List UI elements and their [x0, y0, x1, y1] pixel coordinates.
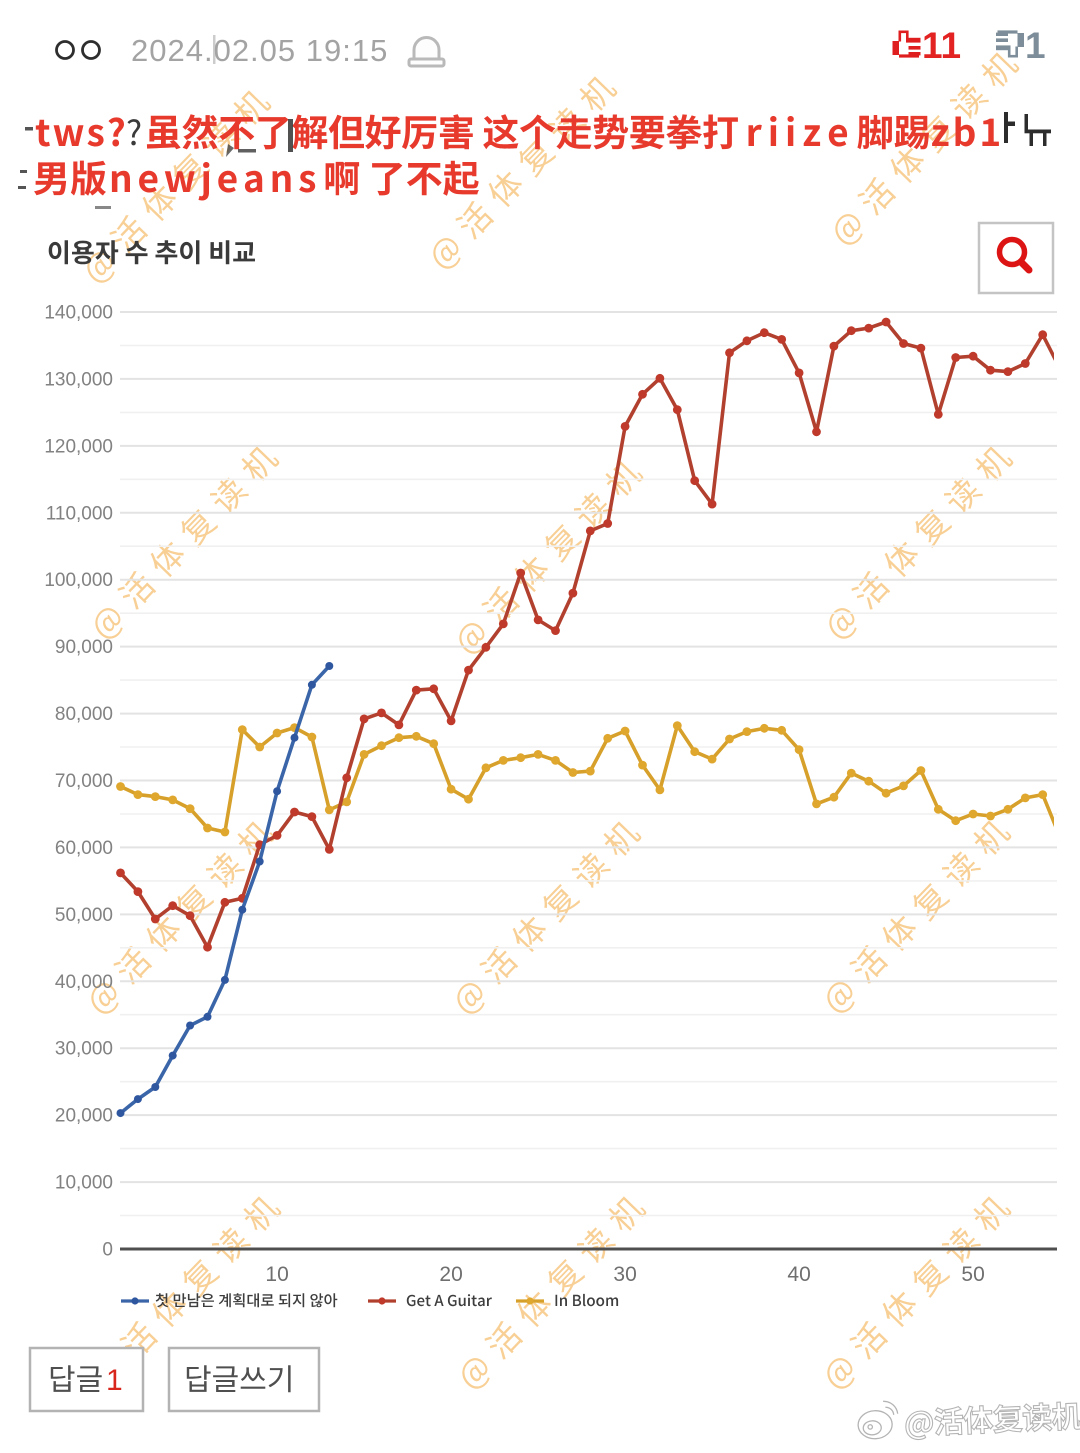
svg-text:130,000: 130,000 — [44, 369, 113, 390]
svg-text:10,000: 10,000 — [55, 1173, 113, 1194]
svg-text:20: 20 — [439, 1263, 462, 1286]
svg-text:11: 11 — [922, 25, 961, 66]
svg-text:80,000: 80,000 — [55, 704, 113, 725]
svg-text:110,000: 110,000 — [46, 503, 113, 524]
svg-text:100,000: 100,000 — [44, 570, 113, 591]
svg-text:30,000: 30,000 — [55, 1039, 113, 1060]
svg-text:120,000: 120,000 — [44, 436, 113, 457]
svg-text:0: 0 — [102, 1240, 113, 1261]
svg-text:40: 40 — [787, 1263, 810, 1286]
svg-text:40,000: 40,000 — [55, 972, 113, 993]
svg-text:30: 30 — [613, 1263, 636, 1286]
svg-text:90,000: 90,000 — [55, 637, 113, 658]
svg-text:70,000: 70,000 — [55, 771, 113, 792]
svg-text:50,000: 50,000 — [55, 905, 113, 926]
svg-text:20,000: 20,000 — [55, 1106, 113, 1127]
svg-text:10: 10 — [265, 1263, 288, 1286]
svg-text:140,000: 140,000 — [44, 303, 113, 324]
svg-text:50: 50 — [961, 1263, 984, 1286]
svg-text:2024.02.05 19:15: 2024.02.05 19:15 — [131, 33, 388, 68]
svg-text:1: 1 — [106, 1364, 123, 1397]
svg-text:1: 1 — [1025, 25, 1046, 66]
svg-text:60,000: 60,000 — [55, 838, 113, 859]
